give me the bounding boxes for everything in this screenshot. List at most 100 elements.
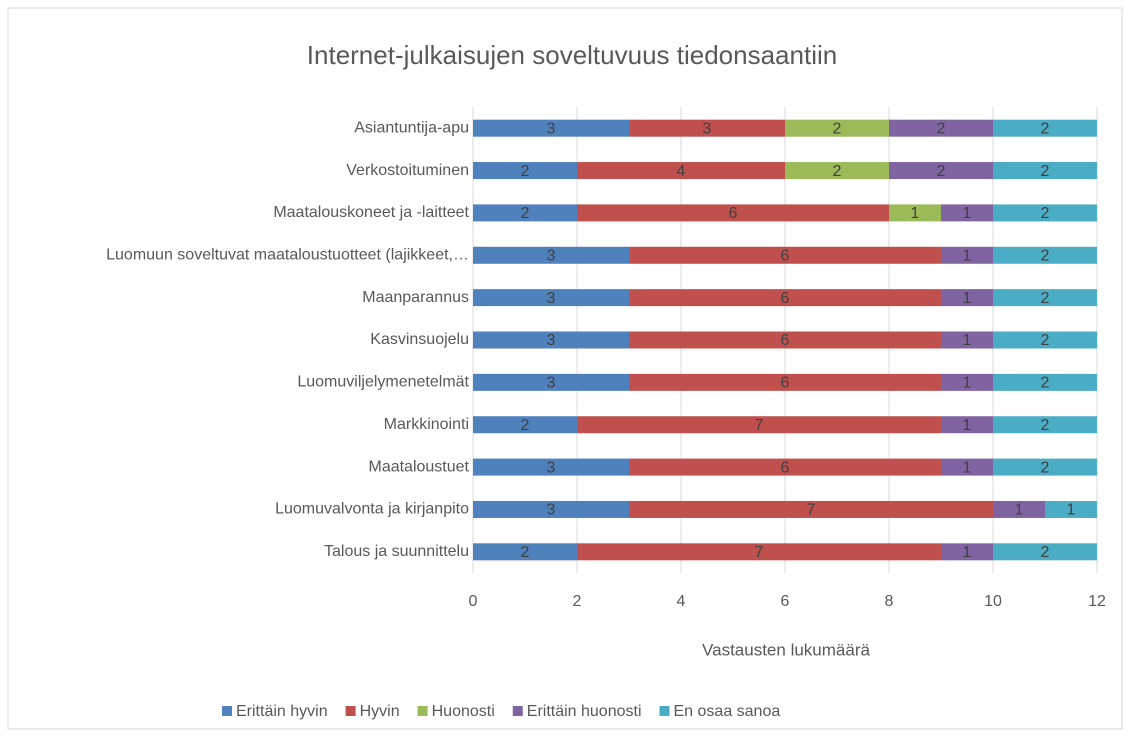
bar-segment bbox=[473, 543, 577, 561]
bar-segment bbox=[473, 373, 629, 391]
data-label: 1 bbox=[963, 417, 972, 434]
bar-segment bbox=[993, 119, 1097, 137]
data-label: 3 bbox=[703, 120, 712, 137]
y-tick-label: Maataloustuet bbox=[368, 458, 469, 475]
bar-segment bbox=[941, 246, 993, 264]
data-label: 6 bbox=[781, 375, 790, 392]
bar-segment bbox=[993, 204, 1097, 222]
legend-label: Huonosti bbox=[432, 703, 495, 720]
data-label: 2 bbox=[1041, 163, 1050, 180]
legend-swatch bbox=[222, 706, 232, 716]
bar-segment bbox=[993, 289, 1097, 307]
bar-segment bbox=[473, 416, 577, 434]
data-label: 3 bbox=[547, 290, 556, 307]
bar-segment bbox=[941, 289, 993, 307]
bar-segment bbox=[993, 162, 1097, 180]
x-tick-label: 4 bbox=[677, 593, 686, 610]
data-label: 2 bbox=[1041, 375, 1050, 392]
data-label: 7 bbox=[807, 502, 816, 519]
data-label: 2 bbox=[937, 163, 946, 180]
bar-segment bbox=[629, 373, 941, 391]
bar-segment bbox=[993, 416, 1097, 434]
bar-segment bbox=[993, 543, 1097, 561]
y-tick-label: Kasvinsuojelu bbox=[370, 331, 469, 348]
legend-swatch bbox=[417, 706, 428, 716]
bar-segment bbox=[473, 289, 629, 307]
bar-segment bbox=[993, 458, 1097, 476]
data-label: 1 bbox=[963, 247, 972, 264]
bar-segment bbox=[473, 246, 629, 264]
data-label: 3 bbox=[547, 502, 556, 519]
chart-title: Internet-julkaisujen soveltuvuus tiedons… bbox=[307, 40, 837, 70]
bar-segment bbox=[629, 500, 993, 518]
bar-segment bbox=[473, 119, 629, 137]
data-label: 2 bbox=[521, 544, 530, 561]
bar-segment bbox=[941, 543, 993, 561]
data-label: 2 bbox=[1041, 544, 1050, 561]
data-label: 2 bbox=[521, 205, 530, 222]
bar-segment bbox=[941, 204, 993, 222]
data-label: 2 bbox=[1041, 459, 1050, 476]
y-tick-label: Talous ja suunnittelu bbox=[324, 543, 469, 560]
data-label: 2 bbox=[1041, 120, 1050, 137]
data-label: 6 bbox=[781, 247, 790, 264]
bar-segment bbox=[577, 162, 785, 180]
data-label: 1 bbox=[1067, 502, 1076, 519]
data-label: 1 bbox=[963, 290, 972, 307]
bar-segment bbox=[785, 162, 889, 180]
legend-label: Erittäin huonosti bbox=[527, 703, 642, 720]
bar-segment bbox=[577, 543, 941, 561]
x-tick-label: 12 bbox=[1088, 593, 1106, 610]
bar-segment bbox=[629, 331, 941, 349]
data-label: 2 bbox=[833, 120, 842, 137]
bar-segment bbox=[473, 458, 629, 476]
legend-label: Hyvin bbox=[360, 703, 400, 720]
data-label: 1 bbox=[963, 459, 972, 476]
data-label: 2 bbox=[1041, 247, 1050, 264]
bar-segment bbox=[1045, 500, 1097, 518]
data-label: 2 bbox=[1041, 332, 1050, 349]
bar-segment bbox=[577, 416, 941, 434]
y-tick-label: Luomuvalvonta ja kirjanpito bbox=[275, 501, 469, 518]
bar-segment bbox=[629, 246, 941, 264]
data-label: 1 bbox=[963, 205, 972, 222]
bar-segment bbox=[993, 331, 1097, 349]
bar-segment bbox=[889, 119, 993, 137]
data-label: 6 bbox=[781, 459, 790, 476]
y-tick-label: Verkostoituminen bbox=[346, 162, 469, 179]
bar-segment bbox=[629, 119, 785, 137]
data-label: 3 bbox=[547, 120, 556, 137]
data-label: 1 bbox=[963, 544, 972, 561]
x-tick-label: 2 bbox=[573, 593, 582, 610]
data-label: 7 bbox=[755, 544, 764, 561]
data-label: 3 bbox=[547, 247, 556, 264]
bar-segment bbox=[473, 331, 629, 349]
bar-segment bbox=[993, 246, 1097, 264]
data-label: 1 bbox=[963, 375, 972, 392]
data-label: 7 bbox=[755, 417, 764, 434]
bar-segment bbox=[941, 331, 993, 349]
x-axis-label: Vastausten lukumäärä bbox=[702, 640, 870, 659]
bar-segment bbox=[941, 373, 993, 391]
bar-segment bbox=[629, 289, 941, 307]
data-label: 6 bbox=[729, 205, 738, 222]
data-label: 2 bbox=[1041, 290, 1050, 307]
x-tick-label: 0 bbox=[469, 593, 478, 610]
y-tick-label: Luomuviljelymenetelmät bbox=[297, 374, 469, 391]
data-label: 2 bbox=[937, 120, 946, 137]
data-label: 1 bbox=[963, 332, 972, 349]
legend-label: En osaa sanoa bbox=[674, 703, 781, 720]
data-label: 1 bbox=[911, 205, 920, 222]
y-tick-label: Luomuun soveltuvat maataloustuotteet (la… bbox=[106, 246, 469, 263]
legend-swatch bbox=[345, 706, 356, 716]
y-tick-label: Maatalouskoneet ja -laitteet bbox=[273, 204, 469, 221]
chart-border bbox=[7, 7, 1123, 730]
bar-segment bbox=[629, 458, 941, 476]
y-tick-label: Maanparannus bbox=[362, 289, 469, 306]
y-tick-label: Asiantuntija-apu bbox=[354, 119, 469, 136]
bar-segment bbox=[889, 162, 993, 180]
y-tick-label: Markkinointi bbox=[384, 416, 469, 433]
data-label: 3 bbox=[547, 459, 556, 476]
bar-segment bbox=[941, 416, 993, 434]
